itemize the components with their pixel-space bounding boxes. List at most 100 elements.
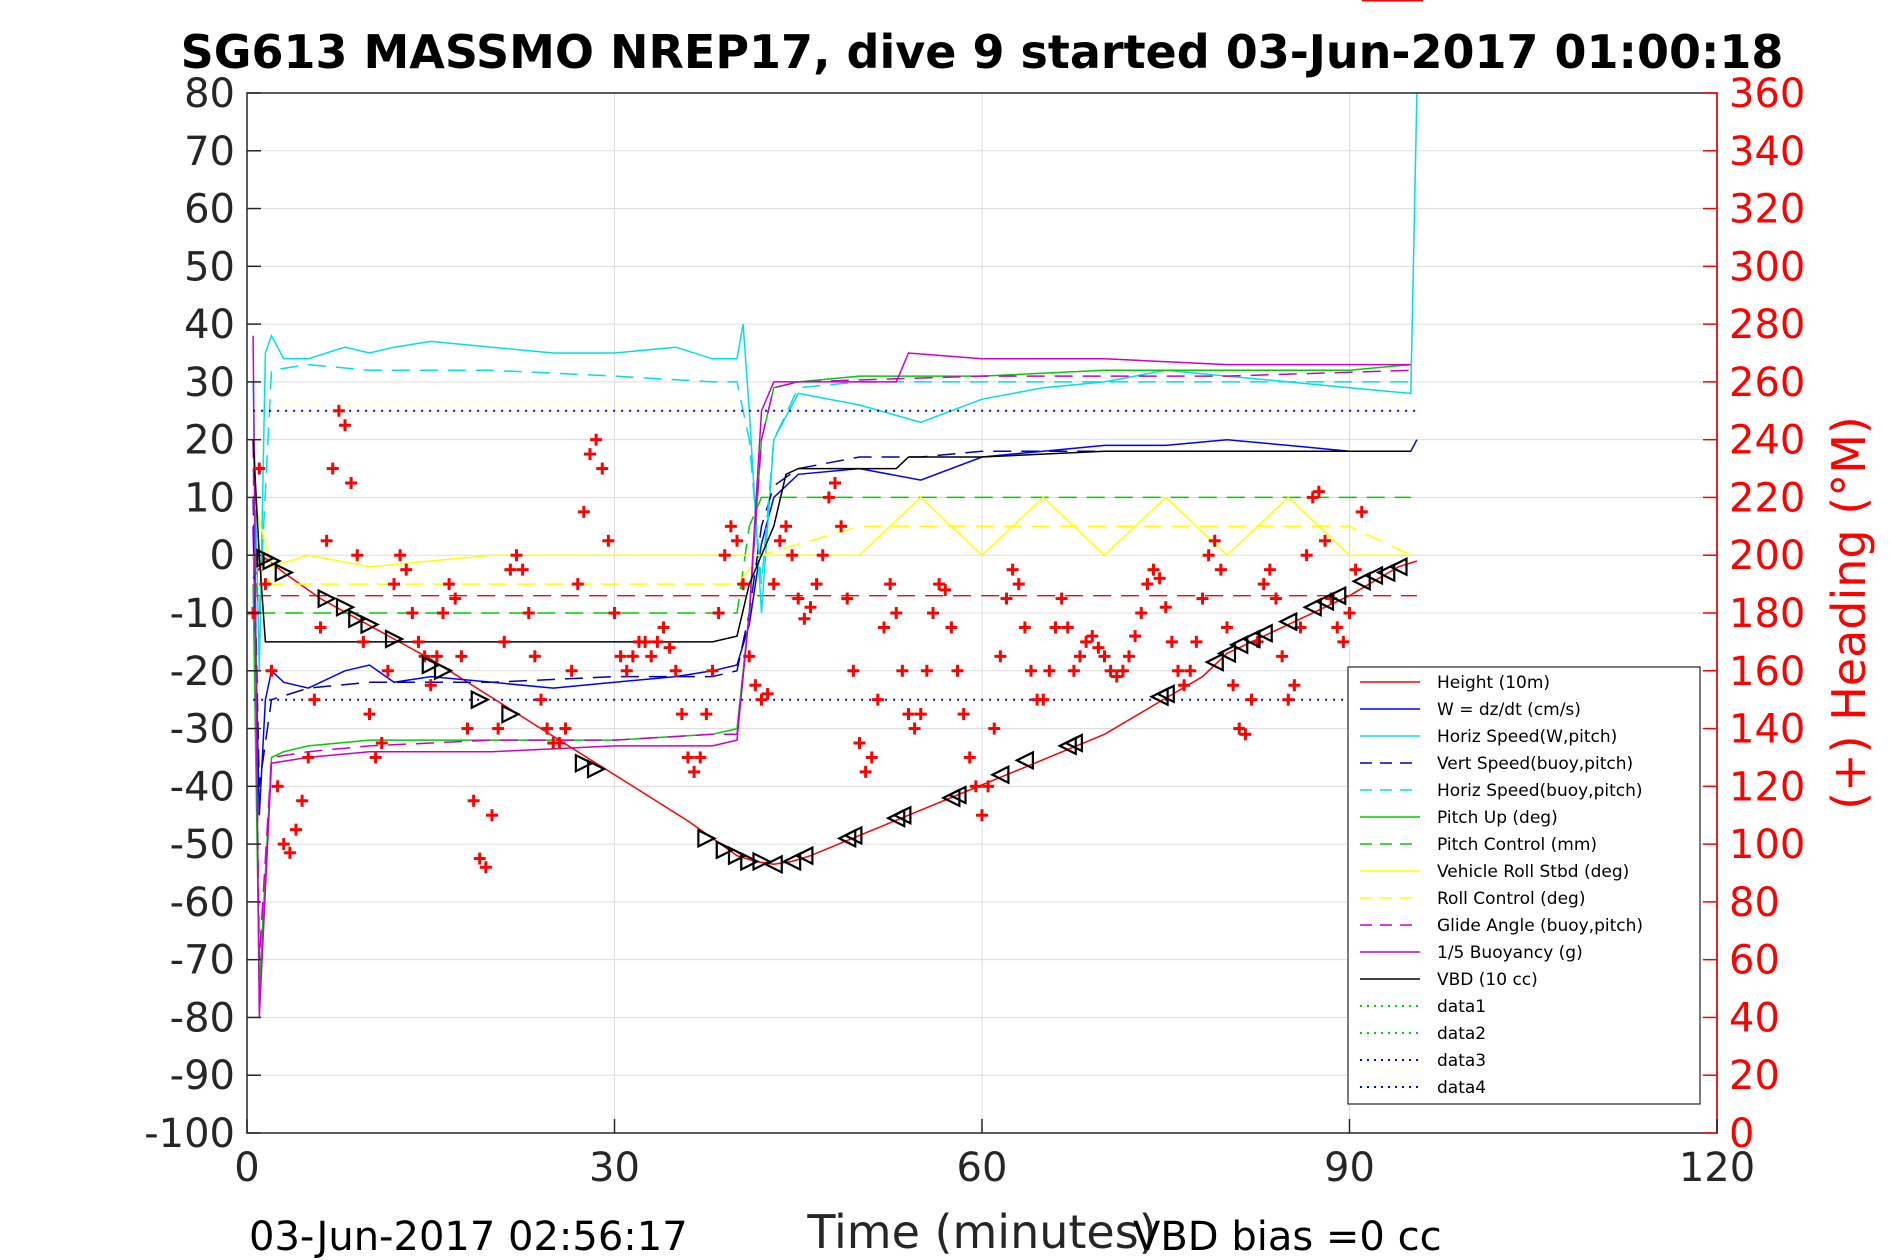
heading-point (675, 708, 688, 721)
heading-point (577, 505, 590, 518)
heading-point (1055, 592, 1068, 605)
heading-point (1239, 728, 1252, 741)
heading-point (1025, 664, 1037, 677)
heading-point (1190, 635, 1203, 648)
vbd-marker (317, 588, 338, 609)
heading-point (375, 737, 388, 749)
right-tick-label: 240 (1729, 418, 1805, 464)
heading-point (1165, 635, 1178, 648)
vbd-marker (1204, 652, 1224, 672)
legend-item: data3 (1360, 1051, 1486, 1071)
heading-point (424, 679, 437, 692)
right-tick-label: 140 (1729, 707, 1805, 753)
vbd-marker (335, 597, 356, 618)
vbd-marker (1155, 684, 1175, 704)
heading-point (1306, 491, 1319, 504)
legend-label: data4 (1437, 1078, 1486, 1098)
heading-point (920, 664, 933, 677)
heading-point (1184, 664, 1197, 677)
vbd-marker (587, 759, 607, 779)
heading-point (639, 635, 652, 648)
heading-point (369, 751, 382, 764)
heading-point (1196, 592, 1209, 605)
vbd-marker (1326, 585, 1347, 606)
x-axis-ticks: 0 30 60 90 120 (234, 1119, 1755, 1191)
heading-point (1288, 679, 1301, 692)
right-tick-label: 320 (1729, 187, 1805, 233)
legend-item: Pitch Control (mm) (1360, 835, 1597, 855)
heading-point (504, 563, 517, 576)
left-tick-label: -70 (170, 938, 235, 984)
heading-point (963, 751, 976, 764)
heading-point (271, 780, 284, 793)
heading-point (1257, 578, 1270, 591)
heading-point (388, 578, 400, 591)
footer-timestamp: 03-Jun-2017 02:56:17 (249, 1214, 688, 1260)
heading-point (1221, 621, 1233, 634)
heading-point (859, 765, 872, 778)
left-tick-label: -10 (170, 591, 235, 637)
heading-point (326, 462, 339, 475)
vbd-marker (781, 851, 802, 872)
legend-label: 1/5 Buoyancy (g) (1437, 943, 1583, 963)
heading-point (890, 607, 903, 619)
vbd-marker (274, 562, 295, 583)
heading-point (394, 549, 407, 562)
heading-point (682, 751, 694, 764)
heading-point (933, 578, 946, 591)
heading-point (412, 635, 425, 648)
heading-point (1123, 650, 1135, 663)
vbd-marker (470, 689, 491, 710)
heading-point (363, 708, 376, 721)
legend-label: data3 (1437, 1051, 1486, 1071)
heading-point (786, 549, 799, 562)
legend-label: Pitch Up (deg) (1437, 808, 1558, 828)
legend-item: Vehicle Roll Stbd (deg) (1360, 862, 1629, 882)
heading-point (994, 650, 1007, 663)
x-tick-label: 90 (1324, 1145, 1375, 1191)
heading-point (663, 641, 676, 654)
left-tick-label: 40 (184, 302, 235, 348)
vbd-marker (1351, 571, 1371, 592)
series-line (252, 335, 1411, 1018)
series-line (252, 439, 1411, 643)
heading-point (253, 462, 266, 475)
heading-point (1355, 505, 1368, 518)
legend-item: W = dz/dt (cm/s) (1360, 700, 1581, 720)
heading-point (1263, 563, 1276, 576)
heading-point (1147, 563, 1160, 576)
heading-point (743, 650, 756, 663)
right-tick-label: 300 (1729, 244, 1805, 290)
heading-point (780, 520, 792, 533)
vbd-marker (752, 851, 772, 872)
heading-point (559, 722, 572, 735)
marker-layer (247, 0, 1423, 875)
heading-point (1067, 664, 1080, 677)
heading-point (455, 650, 468, 663)
heading-point (816, 549, 829, 562)
vbd-marker (1216, 643, 1237, 664)
right-tick-label: 0 (1729, 1111, 1754, 1157)
left-tick-label: 0 (210, 533, 235, 579)
left-tick-label: 80 (184, 71, 235, 117)
heading-point (945, 621, 958, 634)
heading-point (651, 635, 664, 648)
vbd-marker (1302, 597, 1322, 618)
legend-label: Pitch Control (mm) (1437, 835, 1597, 855)
heading-point (914, 708, 927, 721)
heading-point (528, 650, 541, 663)
legend-item: Roll Control (deg) (1360, 889, 1585, 909)
vbd-marker (262, 551, 282, 571)
heading-point (400, 563, 413, 576)
series-line (252, 450, 1411, 787)
vbd-marker (697, 828, 717, 849)
heading-point (645, 650, 658, 663)
x-tick-label: 120 (1679, 1145, 1755, 1191)
vbd-marker (1277, 611, 1298, 632)
legend-label: data2 (1437, 1024, 1486, 1044)
heading-point (467, 794, 480, 807)
heading-point (308, 693, 321, 706)
footer-vbd-bias: VBD bias =0 cc (1133, 1214, 1442, 1260)
legend-item: data1 (1360, 997, 1486, 1017)
heading-point (381, 664, 394, 677)
